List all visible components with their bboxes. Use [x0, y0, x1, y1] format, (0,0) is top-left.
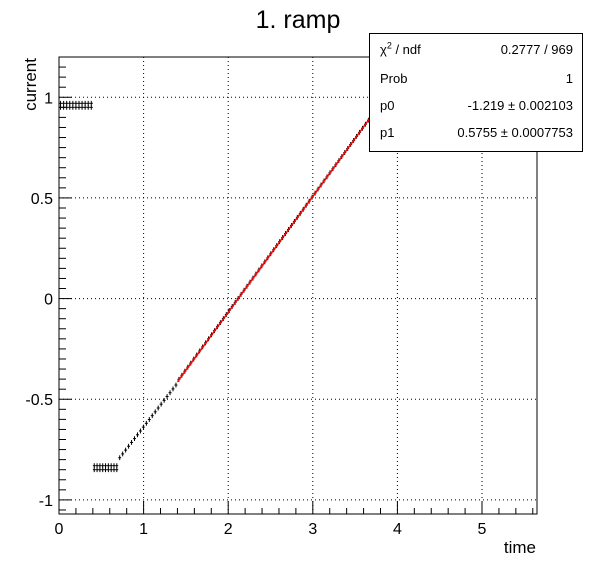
fit-statistics-box: χ2 / ndf 0.2777 / 969 Prob 1 p0 -1.219 ±…: [369, 33, 583, 152]
data-point: [86, 104, 90, 110]
data-point: [92, 467, 96, 473]
data-point: [112, 467, 116, 473]
x-tick-label: 5: [478, 521, 487, 538]
data-point: [159, 401, 163, 407]
data-point: [118, 455, 122, 461]
stat-key-sup: 2: [386, 40, 392, 51]
data-point: [80, 104, 84, 110]
data-point: [124, 447, 128, 453]
stat-key-rest: / ndf: [391, 42, 421, 57]
y-tick-label: 0.5: [31, 191, 53, 208]
y-tick-label: 1: [44, 90, 53, 107]
data-point: [68, 104, 72, 110]
data-point: [121, 451, 125, 457]
x-tick-label: 4: [393, 521, 402, 538]
data-point: [171, 386, 175, 392]
y-axis: -1 -0.5 0 0.5 1: [25, 56, 72, 511]
stat-value: 1: [565, 71, 573, 86]
data-point: [109, 467, 113, 473]
data-point: [71, 104, 75, 110]
stat-value: -1.219 ± 0.002103: [467, 98, 573, 113]
data-point: [74, 104, 78, 110]
x-axis-label: time: [504, 538, 536, 557]
data-points: [59, 57, 415, 473]
stat-row-prob: Prob 1: [380, 70, 573, 88]
data-point: [147, 417, 151, 422]
y-tick-label: -0.5: [25, 392, 53, 409]
x-tick-label: 1: [139, 521, 148, 538]
x-axis: 0 1 2 3 4 5: [55, 501, 534, 538]
data-point: [83, 104, 87, 110]
plot-frame: [58, 56, 538, 515]
data-point: [115, 467, 119, 473]
stat-row-p1: p1 0.5755 ± 0.0007753: [380, 124, 573, 142]
y-tick-label: -1: [39, 493, 53, 510]
data-point: [156, 405, 160, 411]
data-point: [165, 394, 169, 399]
stat-value: 0.5755 ± 0.0007753: [457, 125, 573, 140]
data-point: [98, 467, 102, 473]
stat-key: χ: [380, 42, 387, 57]
data-point: [168, 390, 172, 396]
data-point: [135, 432, 139, 438]
data-point: [150, 413, 154, 419]
data-point: [95, 467, 99, 473]
x-tick-label: 3: [308, 521, 317, 538]
y-tick-label: 0: [44, 292, 53, 309]
data-point: [130, 440, 134, 445]
data-point: [104, 467, 107, 473]
data-point: [138, 428, 142, 434]
data-point: [144, 420, 148, 426]
data-point: [141, 424, 145, 430]
data-point: [162, 397, 166, 403]
data-point: [101, 467, 105, 473]
stat-row-p0: p0 -1.219 ± 0.002103: [380, 97, 573, 115]
x-tick-label: 2: [224, 521, 233, 538]
y-axis-label: current: [21, 58, 40, 111]
data-point: [89, 104, 93, 110]
x-tick-label: 0: [55, 521, 64, 538]
data-point: [106, 467, 110, 473]
data-point: [127, 443, 131, 449]
stat-row-chi2: χ2 / ndf 0.2777 / 969: [380, 41, 573, 59]
stat-key: Prob: [380, 71, 408, 86]
data-point: [77, 104, 81, 110]
stat-key: p1: [380, 125, 395, 140]
data-point: [153, 409, 157, 415]
stat-value: 0.2777 / 969: [500, 42, 573, 57]
data-point: [133, 436, 136, 442]
data-point: [174, 382, 178, 388]
chart-title: 1. ramp: [256, 6, 341, 34]
stat-key: p0: [380, 98, 395, 113]
